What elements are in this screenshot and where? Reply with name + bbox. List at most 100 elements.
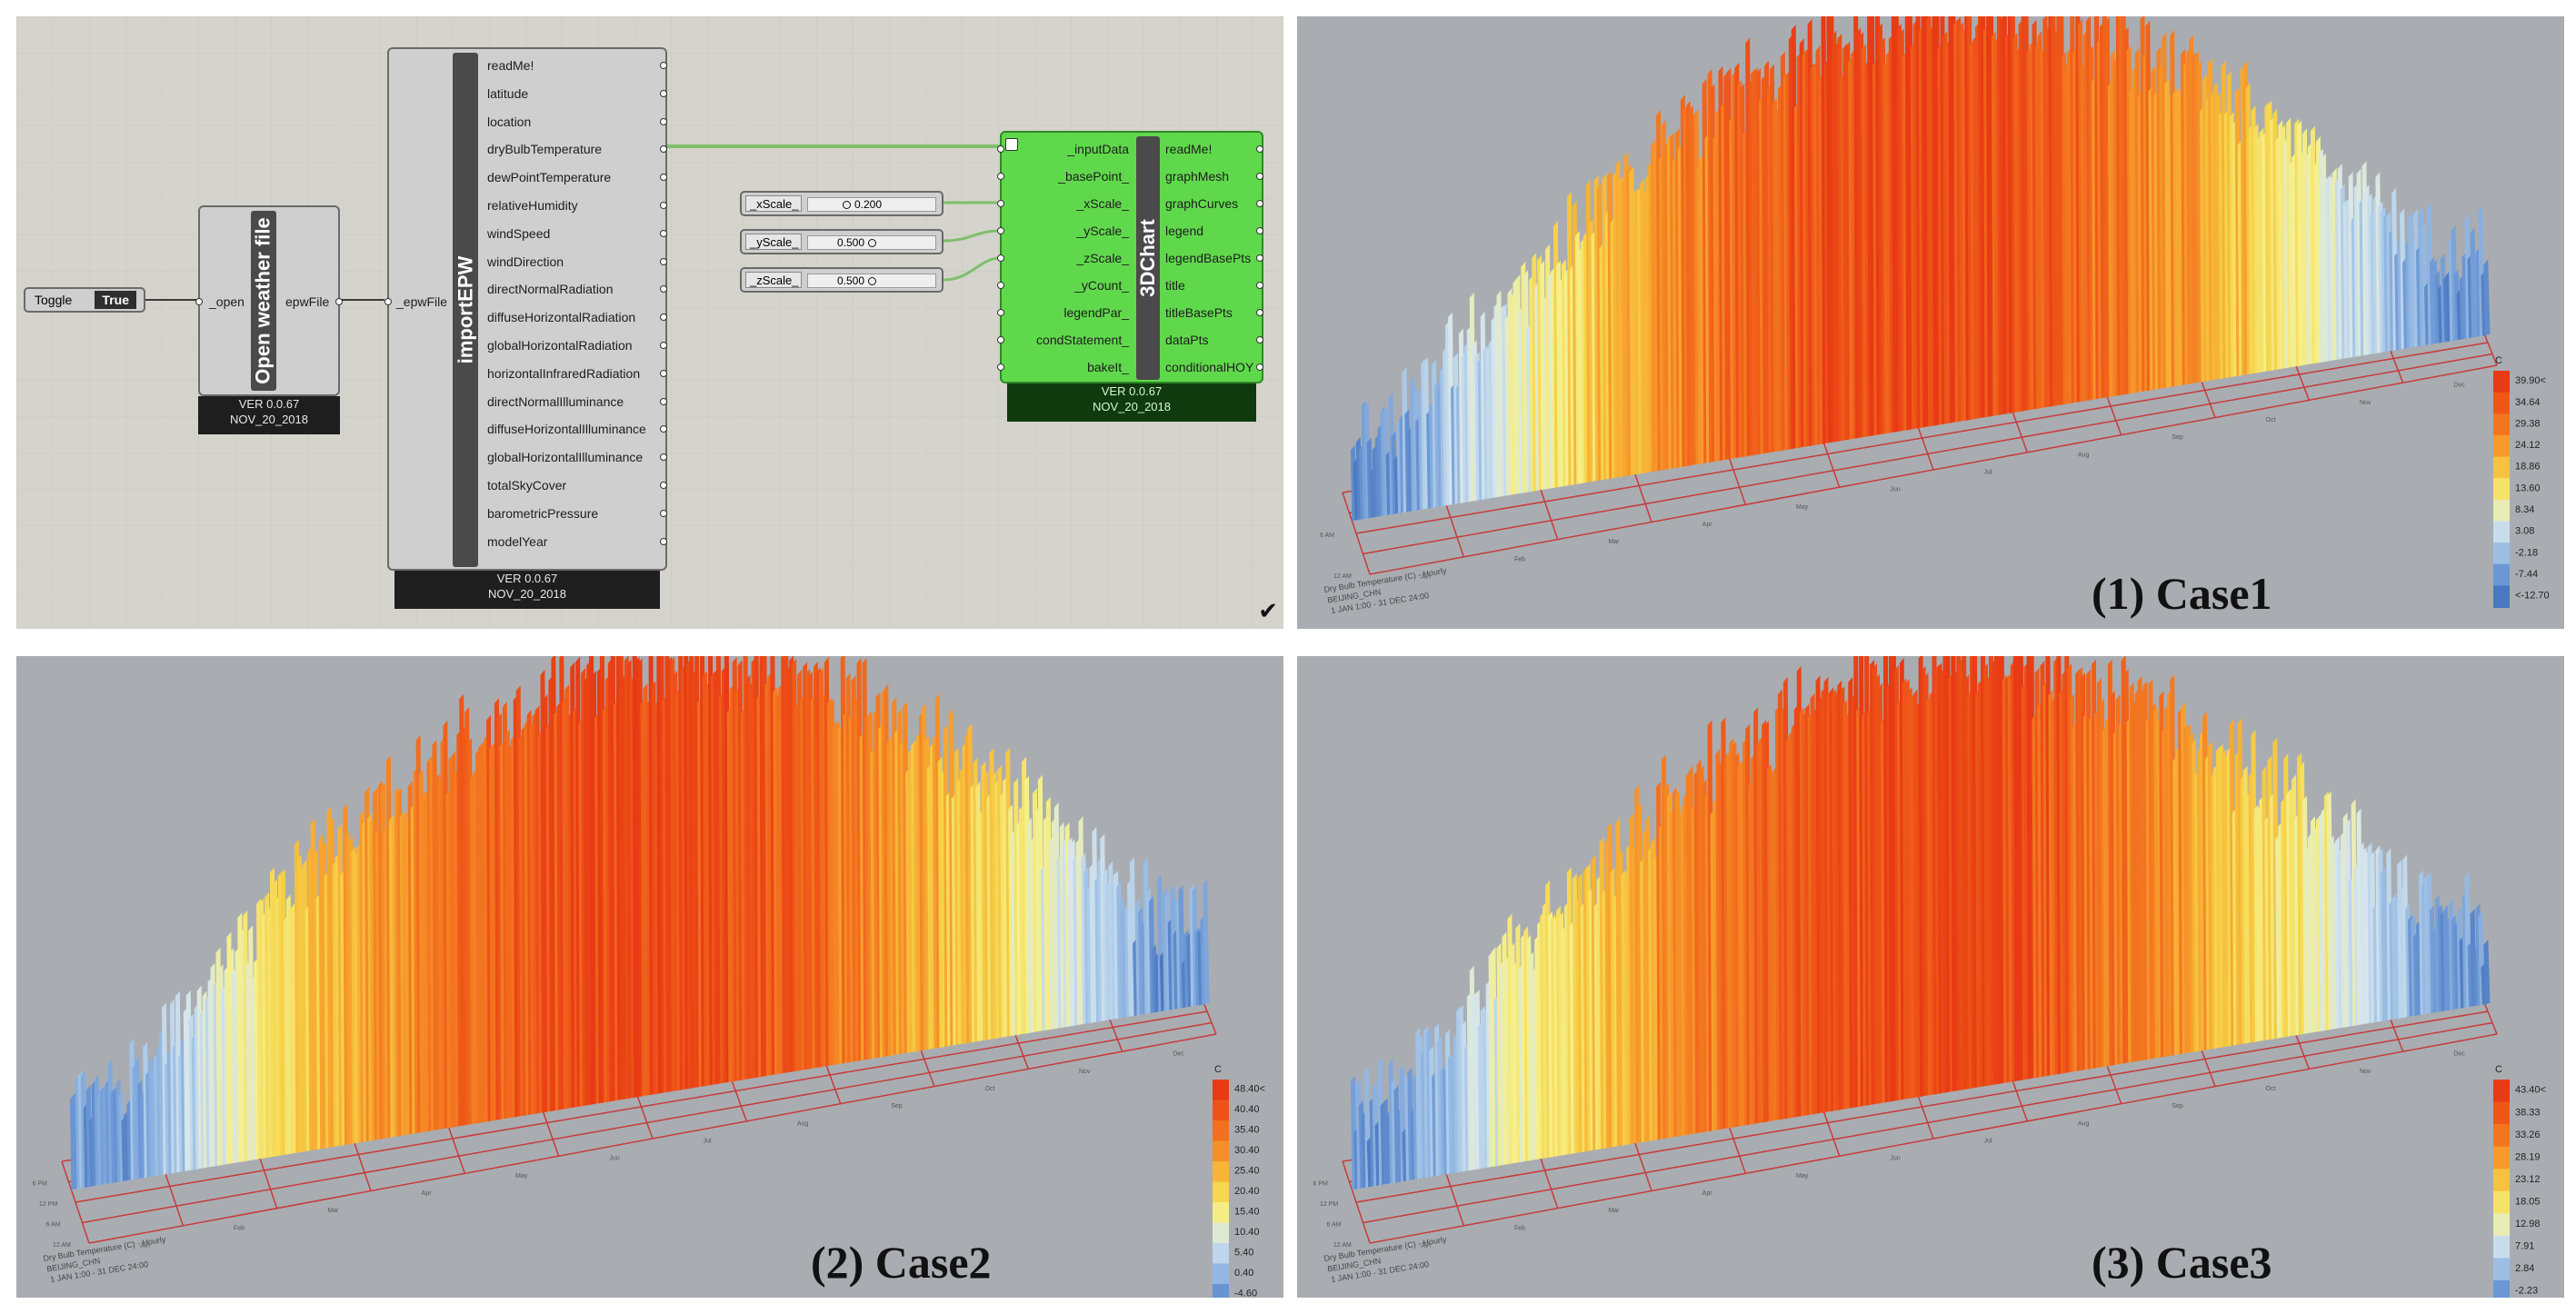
chart-output-grip-0[interactable] — [1256, 145, 1263, 153]
month-label: Oct — [2266, 417, 2276, 423]
xscale-slider[interactable]: _xScale_ 0.200 — [740, 191, 944, 216]
month-label: Aug — [797, 1120, 809, 1127]
slider-knob-icon[interactable] — [843, 201, 851, 210]
grasshopper-canvas[interactable]: Toggle True _open Open weather file epwF… — [16, 16, 1283, 629]
chart-input-grip-6[interactable] — [997, 309, 1004, 316]
epw-output-grip-11[interactable] — [660, 369, 667, 377]
legend-value: 38.33 — [2515, 1107, 2541, 1118]
boolean-toggle[interactable]: Toggle True — [24, 287, 145, 313]
legend-swatch — [1213, 1161, 1229, 1183]
legend-swatch — [1213, 1140, 1229, 1162]
chart-input-grip-4[interactable] — [997, 254, 1004, 262]
chart-output-grip-7[interactable] — [1256, 336, 1263, 343]
month-label: Dec — [2453, 1051, 2465, 1058]
legend-value: 7.91 — [2515, 1241, 2534, 1252]
month-label: Sep — [2172, 1103, 2183, 1110]
legend-value: 30.40 — [1234, 1145, 1260, 1156]
chart-input-grip-3[interactable] — [997, 227, 1004, 234]
yscale-slider[interactable]: _yScale_ 0.500 — [740, 229, 944, 254]
month-label: Aug — [2078, 452, 2090, 458]
epw-output-grip-5[interactable] — [660, 202, 667, 209]
chart-input-grip-1[interactable] — [997, 173, 1004, 180]
chart-input-1: _basePoint_ — [1058, 169, 1129, 184]
epw-output-grip-16[interactable] — [660, 509, 667, 517]
legend-value: -2.23 — [2515, 1286, 2538, 1297]
chart-input-grip-7[interactable] — [997, 336, 1004, 343]
epw-output-grip-0[interactable] — [660, 62, 667, 69]
epw-output-grip-9[interactable] — [660, 314, 667, 322]
zscale-track[interactable]: 0.500 — [807, 274, 936, 288]
chart-output-grip-6[interactable] — [1256, 309, 1263, 316]
chart-output-grip-2[interactable] — [1256, 200, 1263, 207]
epw-output-grip-3[interactable] — [660, 145, 667, 154]
chart-input-grip-0[interactable] — [997, 145, 1004, 153]
chart-input-grip-5[interactable] — [997, 282, 1004, 289]
legend-swatch — [2493, 563, 2510, 587]
epw-output-grip-15[interactable] — [660, 482, 667, 489]
slider-knob-icon[interactable] — [868, 277, 877, 286]
month-label: Jul — [1984, 469, 1992, 475]
chart-output-grip-4[interactable] — [1256, 254, 1263, 262]
epw-output-grip-12[interactable] — [660, 397, 667, 405]
toggle-value[interactable]: True — [95, 291, 136, 309]
chart-input-4: _zScale_ — [1076, 251, 1129, 265]
output-epwfile-grip[interactable] — [335, 298, 343, 305]
month-label: Oct — [985, 1086, 995, 1092]
xscale-track[interactable]: 0.200 — [807, 197, 936, 212]
chart-output-grip-5[interactable] — [1256, 282, 1263, 289]
legend-swatch — [2493, 371, 2510, 393]
epw-output-grip-2[interactable] — [660, 117, 667, 125]
chart-input-grip-2[interactable] — [997, 200, 1004, 207]
chart-output-grip-3[interactable] — [1256, 227, 1263, 234]
epw-output-grip-4[interactable] — [660, 174, 667, 182]
chart-input-grip-8[interactable] — [997, 363, 1004, 371]
chart-output-grip-8[interactable] — [1256, 363, 1263, 371]
input-open-grip[interactable] — [195, 298, 203, 305]
epw-output-grip-7[interactable] — [660, 257, 667, 265]
epw-output-grip-10[interactable] — [660, 342, 667, 349]
legend-swatch — [2493, 585, 2510, 608]
legend-swatch — [2493, 543, 2510, 565]
open-weather-file-component[interactable]: _open Open weather file epwFile — [195, 205, 343, 396]
yscale-track[interactable]: 0.500 — [807, 235, 936, 250]
epw-output-grip-1[interactable] — [660, 89, 667, 97]
epw-output-grip-6[interactable] — [660, 229, 667, 237]
epw-output-grip-14[interactable] — [660, 453, 667, 462]
slider-knob-icon[interactable] — [868, 239, 877, 248]
case3-chart: Jan Feb Mar Apr May Jun Jul Aug Sep Oct Nov Dec 12 A… — [1313, 656, 2546, 1298]
legend-value: -2.18 — [2515, 547, 2538, 558]
legend-swatch — [2493, 1258, 2510, 1281]
legend-value: 40.40 — [1234, 1104, 1260, 1115]
epw-output-grip-17[interactable] — [660, 537, 667, 545]
legend-value: 33.26 — [2515, 1130, 2541, 1140]
legend-swatch — [2493, 1080, 2510, 1103]
epw-output-1: latitude — [487, 85, 529, 101]
grid-line — [1369, 364, 2498, 575]
epw-output-grip-8[interactable] — [660, 285, 667, 294]
epw-output-14: globalHorizontalIlluminance — [487, 450, 644, 465]
hour-label: 6 AM — [1327, 1222, 1342, 1229]
legend-swatch — [2493, 1101, 2510, 1126]
grid-line — [1363, 353, 2493, 555]
hour-label: 12 PM — [1320, 1201, 1338, 1208]
epw-output-2: location — [487, 114, 532, 129]
legend-value: 20.40 — [1234, 1186, 1260, 1197]
legend-swatch — [1213, 1284, 1229, 1298]
legend-swatch — [2493, 1279, 2510, 1298]
legend-value: 12.98 — [2515, 1219, 2541, 1229]
import-epw-title: importEPW — [454, 255, 476, 364]
import-epw-component[interactable]: _epwFile importEPW readMe! latitude locati… — [384, 47, 667, 571]
chart-output-1: graphMesh — [1165, 169, 1230, 184]
case2-chart-panel: Jan Feb Mar Apr May Jun Jul Aug Sep Oct Nov Dec 12 A… — [16, 656, 1283, 1298]
hour-label: 6 PM — [33, 1181, 48, 1188]
3d-chart-component[interactable]: _inputData _basePoint_ _xScale_ _yScale_ _zS… — [997, 131, 1263, 383]
input-epwfile-grip[interactable] — [384, 298, 392, 305]
legend-swatch — [2493, 434, 2510, 458]
epw-output-17: modelYear — [487, 533, 548, 549]
epw-output-grip-13[interactable] — [660, 425, 667, 433]
month-label: Feb — [1514, 556, 1525, 562]
surface-spike — [2483, 939, 2491, 1005]
zscale-slider[interactable]: _zScale_ 0.500 — [740, 267, 944, 293]
chart-output-grip-1[interactable] — [1256, 173, 1263, 180]
legend-value: 15.40 — [1234, 1207, 1260, 1218]
